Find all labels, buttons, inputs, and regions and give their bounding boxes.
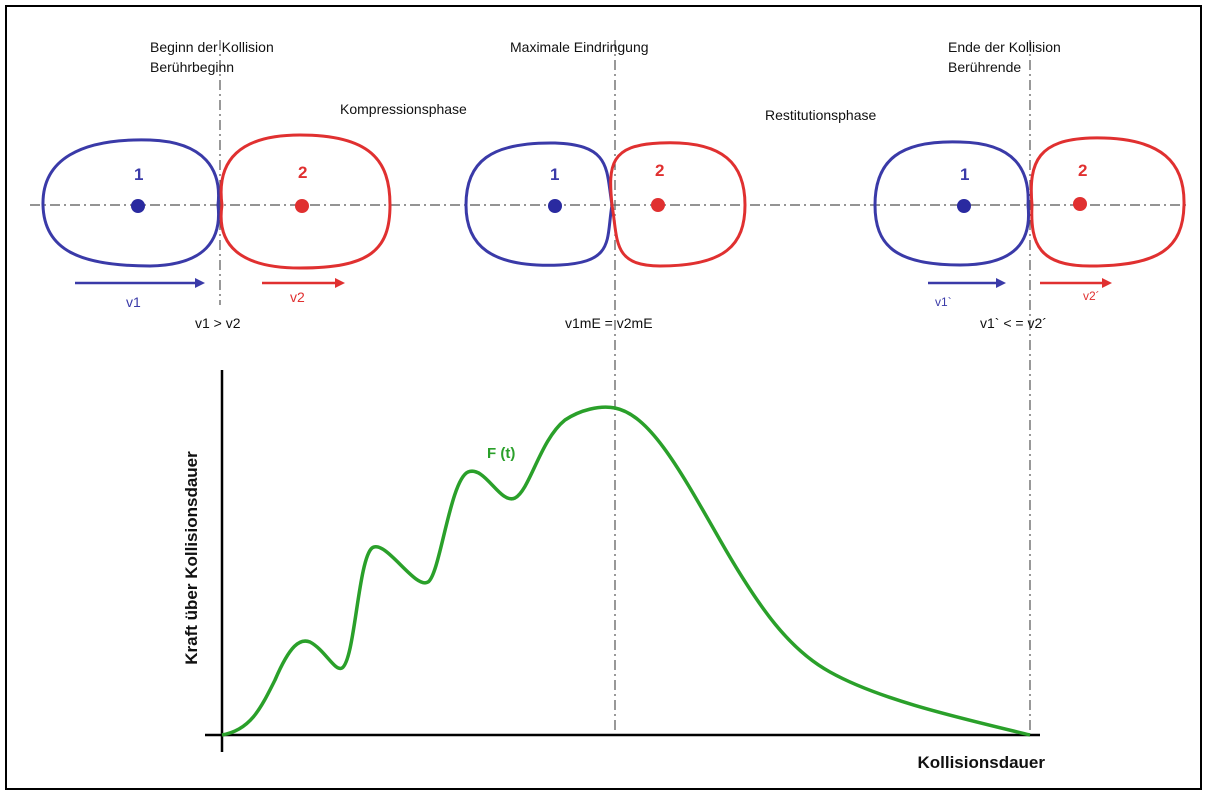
body-number: 1	[134, 165, 143, 184]
center-dot	[957, 199, 971, 213]
phase-label: Restitutionsphase	[765, 107, 877, 123]
body-number: 1	[550, 165, 559, 184]
velocity-label: v1`	[935, 295, 952, 309]
arrow-head	[335, 278, 345, 288]
event-label: Ende der Kollision	[948, 39, 1061, 55]
body-outline	[611, 143, 745, 266]
condition: v1mE = v2mE	[565, 315, 653, 331]
y-axis-label: Kraft über Kollisionsdauer	[182, 451, 201, 665]
condition: v1 > v2	[195, 315, 241, 331]
velocity-label: v2´	[1083, 289, 1100, 303]
frame	[6, 6, 1201, 789]
diagram: Beginn der Kollision Berührbeginn Maxima…	[0, 0, 1208, 796]
center-dot	[651, 198, 665, 212]
phase-label: Kompressionsphase	[340, 101, 467, 117]
center-dot	[548, 199, 562, 213]
center-dot	[295, 199, 309, 213]
event-label: Maximale Eindringung	[510, 39, 649, 55]
arrow-head	[1102, 278, 1112, 288]
body-number: 2	[298, 163, 307, 182]
force-curve	[222, 407, 1030, 735]
body-number: 2	[655, 161, 664, 180]
event-label: Berührbeginn	[150, 59, 234, 75]
event-label: Beginn der Kollision	[150, 39, 274, 55]
center-dot	[131, 199, 145, 213]
velocity-label: v2	[290, 289, 305, 305]
body-outline	[1031, 138, 1184, 266]
arrow-head	[195, 278, 205, 288]
event-label: Berührende	[948, 59, 1021, 75]
condition: v1` < = v2´	[980, 315, 1047, 331]
curve-label: F (t)	[487, 445, 515, 462]
body-number: 1	[960, 165, 969, 184]
body-outline	[43, 140, 219, 266]
body-outline	[875, 142, 1029, 265]
body-outline	[466, 143, 612, 265]
center-dot	[1073, 197, 1087, 211]
x-axis-label: Kollisionsdauer	[917, 753, 1045, 772]
body-number: 2	[1078, 161, 1087, 180]
arrow-head	[996, 278, 1006, 288]
velocity-label: v1	[126, 294, 141, 310]
